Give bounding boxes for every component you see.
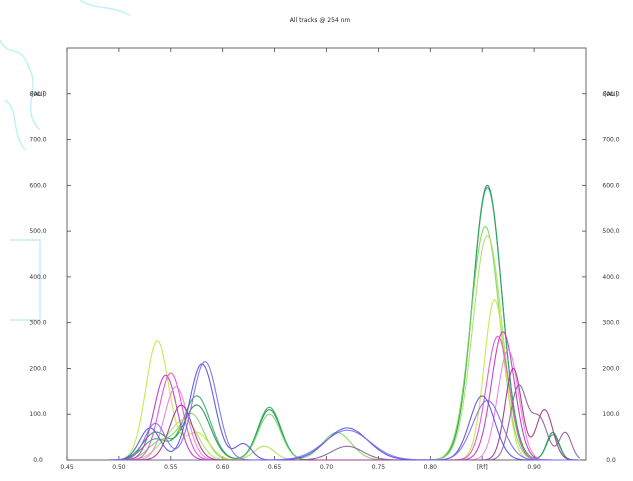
- y-tick-label-left: 100.0: [29, 411, 46, 418]
- y-tick-label-left: 200.0: [29, 365, 46, 372]
- x-tick-label: 0.65: [268, 464, 282, 471]
- series-line-3: [108, 225, 580, 461]
- x-tick-label: [Rf]: [477, 464, 488, 471]
- watermark: [0, 0, 131, 321]
- y-tick-label-left: 500.0: [29, 228, 46, 235]
- y-tick-label-left: 700.0: [29, 137, 46, 144]
- x-tick-label: 0.70: [320, 464, 334, 471]
- y-tick-label-right: 600.0: [602, 182, 619, 189]
- y-tick-label-right: 700.0: [602, 137, 619, 144]
- y-tick-label-left: 0.0: [33, 457, 43, 464]
- y-tick-label-right: 500.0: [602, 228, 619, 235]
- y-tick-label-right: 200.0: [602, 365, 619, 372]
- series-layer: [108, 184, 581, 461]
- y-unit-label-left: [AU]: [31, 91, 44, 98]
- y-tick-label-right: 800.0: [602, 91, 619, 98]
- y-unit-label-right: [AU]: [604, 91, 617, 98]
- x-tick-label: 0.90: [527, 464, 541, 471]
- series-line-12: [108, 361, 580, 461]
- series-line-10: [108, 384, 581, 461]
- y-tick-label-right: 100.0: [602, 411, 619, 418]
- x-tick-label: 0.55: [164, 464, 178, 471]
- y-tick-label-right: 0.0: [606, 457, 616, 464]
- x-tick-label: 0.50: [112, 464, 126, 471]
- y-tick-label-left: 300.0: [29, 320, 46, 327]
- y-tick-label-right: 400.0: [602, 274, 619, 281]
- y-tick-label-left: 600.0: [29, 182, 46, 189]
- x-tick-label: 0.75: [372, 464, 386, 471]
- y-tick-label-right: 300.0: [602, 320, 619, 327]
- chart-title: All tracks @ 254 nm: [290, 17, 351, 24]
- y-tick-label-left: 800.0: [29, 91, 46, 98]
- axes: 0.0 0.0 100.0 100.0 200.0 200.0 300.0 300.0 400.…: [29, 48, 620, 471]
- series-line-11: [108, 363, 580, 461]
- plot-frame: [66, 47, 587, 461]
- y-tick-label-left: 400.0: [29, 274, 46, 281]
- x-tick-label: 0.45: [60, 464, 74, 471]
- x-tick-label: 0.60: [216, 464, 230, 471]
- x-tick-label: 0.80: [424, 464, 438, 471]
